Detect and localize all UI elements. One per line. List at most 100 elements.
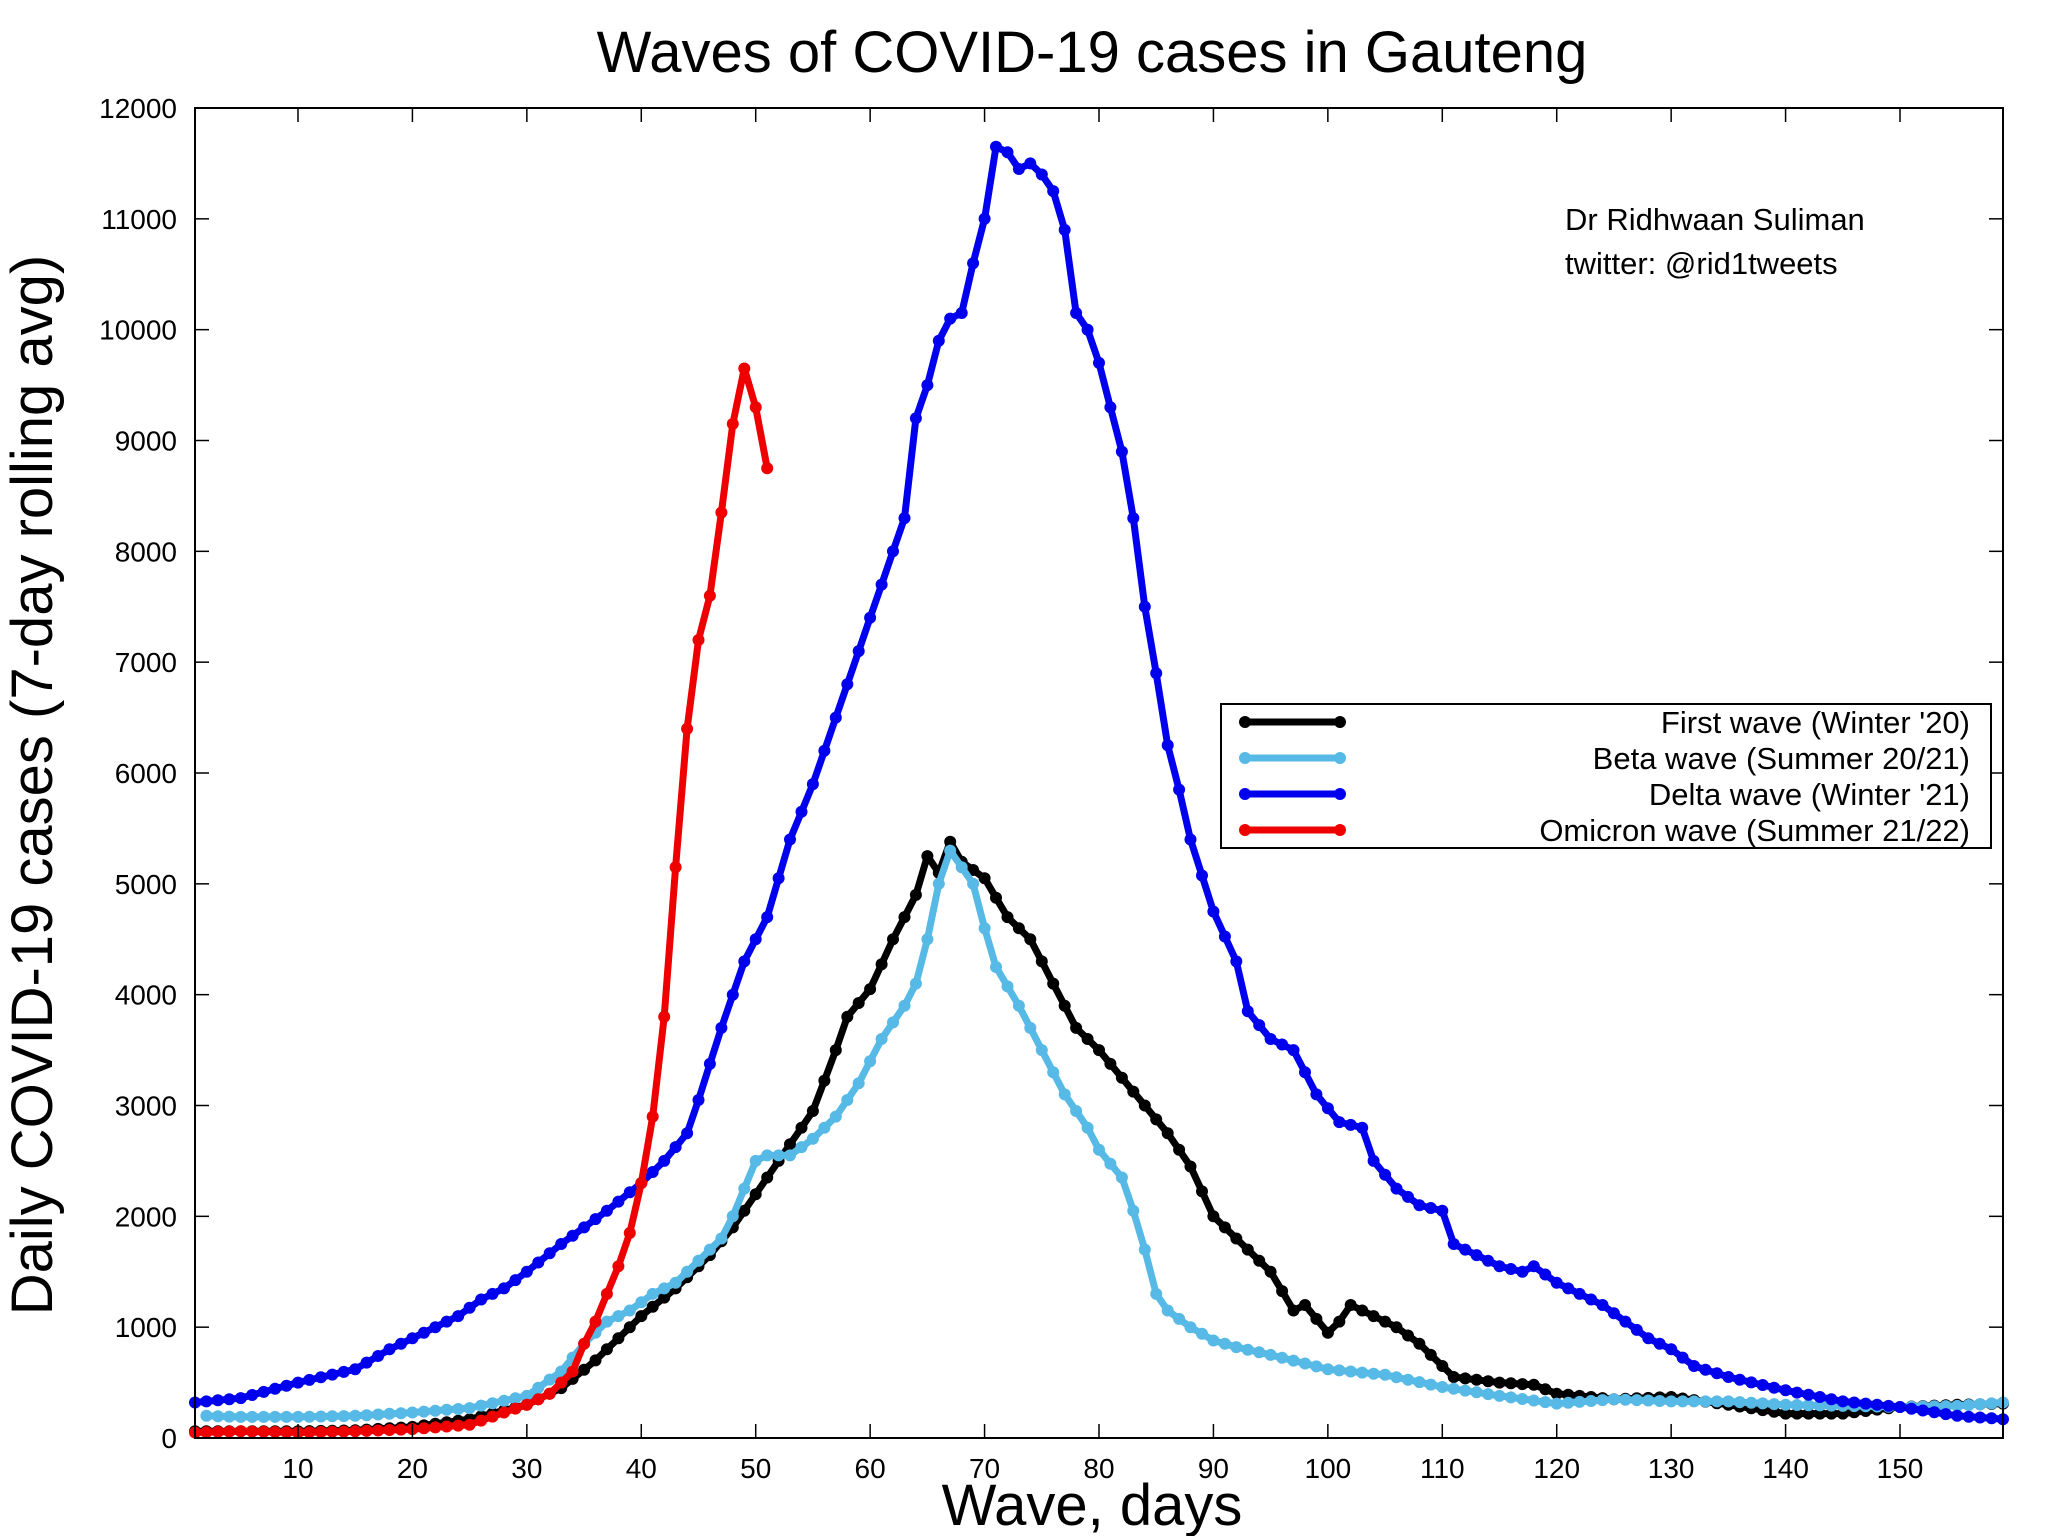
data-point (1093, 356, 1105, 369)
data-point (658, 1291, 671, 1304)
data-point (555, 1376, 568, 1389)
data-point (566, 1229, 579, 1242)
data-point (1196, 1327, 1208, 1340)
data-point (452, 1310, 465, 1323)
data-point (417, 1326, 430, 1339)
data-point (1459, 1384, 1472, 1397)
data-point (852, 1077, 865, 1090)
data-point (1779, 1384, 1792, 1397)
data-point (337, 1365, 350, 1378)
x-tick-label: 60 (855, 1453, 886, 1484)
x-tick-label: 100 (1305, 1453, 1352, 1484)
x-tick-label: 20 (397, 1453, 428, 1484)
data-point (1379, 1315, 1392, 1328)
data-point (1127, 1085, 1140, 1098)
data-point (1024, 1021, 1037, 1034)
data-point (1710, 1367, 1723, 1380)
x-tick-label: 130 (1648, 1453, 1695, 1484)
data-point (234, 1410, 247, 1423)
data-point (921, 379, 934, 392)
data-point (978, 922, 991, 935)
data-point (1791, 1407, 1803, 1420)
data-point (509, 1402, 522, 1415)
data-point (1699, 1395, 1712, 1408)
x-tick-label: 30 (511, 1453, 542, 1484)
data-point (898, 911, 911, 924)
data-point (1402, 1373, 1414, 1386)
data-point (1596, 1299, 1609, 1311)
data-point (1470, 1249, 1483, 1262)
data-point (1104, 1157, 1117, 1170)
data-point (440, 1315, 453, 1328)
data-point (1115, 1171, 1128, 1184)
data-point (829, 711, 842, 724)
data-point (703, 1243, 716, 1256)
data-point (749, 933, 762, 946)
data-point (257, 1425, 270, 1438)
data-point (1230, 1232, 1243, 1245)
data-point (806, 778, 819, 791)
data-point (303, 1426, 316, 1439)
annotation: Dr Ridhwaan Suliman twitter: @rid1tweets (1565, 202, 1865, 281)
data-point (1596, 1394, 1609, 1407)
data-point (1493, 1260, 1506, 1273)
data-point (1607, 1307, 1620, 1320)
data-point (955, 861, 968, 874)
data-point (417, 1422, 430, 1435)
data-point (1951, 1409, 1964, 1422)
data-point (1253, 1019, 1266, 1032)
data-point (1482, 1254, 1495, 1267)
data-point (612, 1195, 625, 1208)
data-point (543, 1373, 556, 1386)
data-point (452, 1403, 465, 1415)
data-point (589, 1315, 602, 1328)
data-point (1745, 1396, 1758, 1409)
data-point (646, 1287, 659, 1300)
data-point (1825, 1393, 1838, 1406)
data-point (1115, 1071, 1128, 1084)
data-point (280, 1379, 293, 1392)
data-point (1047, 185, 1060, 198)
data-point (1299, 1066, 1311, 1079)
data-point (1150, 1113, 1163, 1126)
data-point (555, 1238, 568, 1250)
data-point (1504, 1263, 1517, 1275)
data-point (1287, 1304, 1300, 1317)
data-point (360, 1424, 373, 1437)
legend-label: Delta wave (Winter '21) (1649, 777, 1970, 812)
data-point (475, 1293, 488, 1306)
data-point (944, 844, 957, 857)
data-point (1047, 977, 1060, 990)
data-point (990, 140, 1002, 153)
legend-swatch-point (1239, 752, 1251, 764)
data-point (1253, 1346, 1266, 1359)
data-point (1356, 1366, 1369, 1379)
data-point (1390, 1321, 1403, 1334)
data-point (1127, 512, 1140, 525)
data-point (383, 1407, 396, 1420)
legend-label: Beta wave (Summer 20/21) (1593, 741, 1970, 776)
data-point (692, 634, 705, 646)
data-point (1070, 1021, 1083, 1034)
data-point (1012, 922, 1025, 935)
plot-frame (194, 107, 2004, 1439)
data-point (1184, 1160, 1197, 1173)
data-point (692, 1094, 705, 1106)
data-point (509, 1392, 522, 1405)
legend-swatch-point (1239, 824, 1251, 836)
data-point (1882, 1399, 1895, 1412)
data-point (1585, 1293, 1598, 1306)
data-point (257, 1410, 270, 1423)
data-point (1150, 667, 1163, 680)
data-point (1619, 1393, 1632, 1406)
data-point (520, 1265, 533, 1278)
data-point (360, 1356, 373, 1369)
data-point (1516, 1265, 1529, 1278)
annotation-author: Dr Ridhwaan Suliman (1565, 202, 1865, 237)
data-point (612, 1310, 625, 1323)
data-point (257, 1385, 270, 1398)
data-point (520, 1398, 533, 1411)
data-point (623, 1304, 636, 1317)
data-point (211, 1410, 224, 1423)
data-point (1802, 1407, 1815, 1420)
